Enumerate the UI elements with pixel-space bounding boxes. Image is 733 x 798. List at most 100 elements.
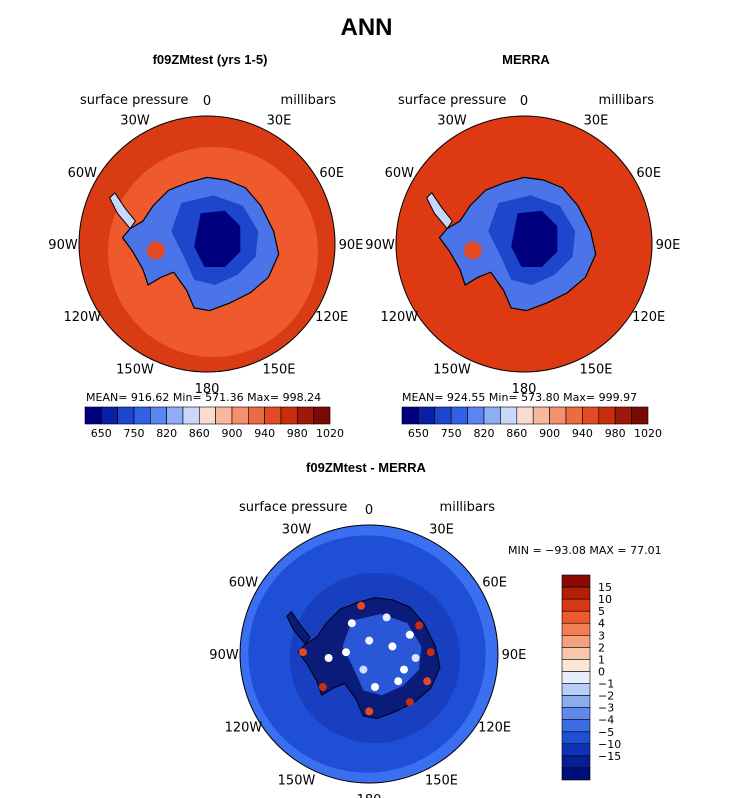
lon-label-30w: 30W — [437, 113, 467, 128]
lon-label-120w: 120W — [63, 310, 101, 325]
lon-label-150e: 150E — [425, 774, 458, 789]
colorbar-tick-label: 10 — [598, 593, 612, 606]
colorbar-box — [561, 671, 591, 684]
lon-label-0: 0 — [365, 503, 373, 518]
colorbar-box — [598, 406, 616, 425]
lon-label-60w: 60W — [68, 166, 98, 181]
variable-label: surface pressure — [80, 93, 188, 108]
units-label: millibars — [599, 93, 655, 108]
mean-value: 924.55 — [443, 391, 485, 404]
colorbar-box — [561, 767, 591, 781]
noise-speckle — [400, 665, 408, 674]
max-value: 999.97 — [595, 391, 637, 404]
map-boundary — [239, 524, 499, 784]
colorbar-box — [418, 406, 436, 425]
colorbar-box — [561, 635, 591, 648]
lon-label-120e: 120E — [315, 310, 348, 325]
colorbar-box — [561, 683, 591, 696]
colorbar-tick-label: −2 — [598, 690, 614, 703]
lon-label-180: 180 — [357, 793, 382, 798]
lon-label-150w: 150W — [116, 363, 154, 378]
antarctic-peninsula — [286, 610, 311, 645]
colorbar-box — [582, 406, 600, 425]
colorbar-tick-label: 980 — [605, 427, 626, 440]
lon-label-90w: 90W — [366, 238, 395, 253]
colorbar-tick-label: 860 — [506, 427, 527, 440]
panel3-title: f09ZMtest - MERRA — [306, 460, 426, 475]
colorbar-tick-label: 1 — [598, 653, 605, 666]
noise-speckle — [415, 621, 424, 630]
lon-label-90w: 90W — [48, 238, 78, 253]
min-label: Min= — [169, 391, 201, 404]
colorbar-tick-label: 820 — [156, 427, 177, 440]
lon-label-150e: 150E — [262, 363, 295, 378]
figure-title: ANN — [340, 14, 393, 41]
colorbar-box — [199, 406, 216, 425]
lon-label-60e: 60E — [319, 166, 344, 181]
colorbar-box — [280, 406, 298, 425]
colorbar-box — [631, 406, 649, 425]
colorbar-box — [166, 406, 184, 425]
noise-speckle — [411, 654, 420, 662]
colorbar-tick-label: −4 — [598, 714, 614, 727]
colorbar-box — [561, 586, 591, 600]
noise-speckle — [394, 677, 403, 686]
colorbar-tick-label: 5 — [598, 605, 605, 618]
colorbar-tick-label: 3 — [598, 629, 605, 642]
noise-speckle — [365, 707, 374, 716]
mean-label: MEAN= — [402, 391, 443, 404]
colorbar-tick-label: 900 — [539, 427, 560, 440]
lon-label-0: 0 — [203, 94, 211, 109]
diff-stats-line: MIN = −93.08 MAX = 77.01 — [508, 544, 662, 557]
colorbar-box — [561, 719, 591, 733]
colorbar-box — [500, 406, 518, 425]
colorbar-box — [264, 406, 282, 425]
lon-label-60w: 60W — [385, 166, 415, 181]
colorbar-box — [561, 659, 591, 672]
colorbar-box — [313, 406, 331, 425]
noise-speckle — [405, 630, 414, 639]
colorbar-tick-label: −3 — [598, 702, 614, 715]
colorbar-box — [561, 622, 591, 636]
lon-label-90e: 90E — [339, 238, 364, 253]
noise-speckle — [423, 677, 432, 686]
colorbar-box — [450, 406, 468, 425]
colorbar-box — [561, 610, 591, 624]
colorbar-box — [182, 406, 200, 425]
noise-speckle — [365, 636, 374, 645]
colorbar-box — [561, 731, 591, 745]
colorbar-box — [561, 598, 591, 612]
colorbar-box — [516, 406, 534, 425]
lon-label-30e: 30E — [267, 113, 292, 128]
noise-speckle — [299, 648, 307, 657]
colorbar-tick-label: 940 — [572, 427, 593, 440]
lon-label-150e: 150E — [579, 363, 612, 378]
colorbar-tick-label: −10 — [598, 738, 621, 751]
lon-label-30w: 30W — [282, 522, 312, 537]
lon-label-180: 180 — [512, 382, 537, 397]
lon-label-90e: 90E — [502, 648, 527, 663]
lon-label-60w: 60W — [229, 576, 259, 591]
lon-label-90w: 90W — [209, 648, 239, 663]
interior-field — [342, 613, 422, 696]
lon-label-150w: 150W — [433, 363, 471, 378]
colorbar-tick-label: 650 — [91, 427, 112, 440]
lon-label-180: 180 — [195, 382, 220, 397]
colorbar-box — [483, 406, 501, 425]
colorbar-tick-label: 820 — [474, 427, 495, 440]
colorbar-tick-label: 750 — [124, 427, 145, 440]
panel2-map: surface pressure millibars 0 30E 60E 90E 120E 1… — [366, 93, 680, 440]
antarctic-peninsula — [109, 192, 136, 230]
colorbar-tick-label: −1 — [598, 678, 614, 691]
colorbar-box — [561, 647, 591, 660]
colorbar-tick-label: 860 — [189, 427, 210, 440]
min-label: Min= — [485, 391, 517, 404]
colorbar-box — [467, 406, 485, 425]
lon-label-120w: 120W — [225, 721, 263, 736]
colorbar-tick-label: 4 — [598, 617, 605, 630]
colorbar-box — [549, 406, 567, 425]
min-value: 571.36 — [202, 391, 244, 404]
colorbar-box — [561, 695, 591, 709]
colorbar-box — [561, 707, 591, 721]
ross-shelf-warm — [146, 241, 165, 260]
